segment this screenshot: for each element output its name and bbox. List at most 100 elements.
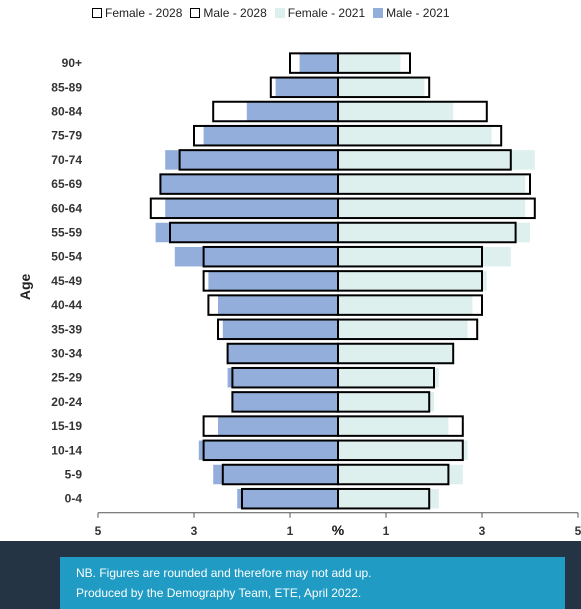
legend-label-female-2028: Female - 2028 <box>105 6 183 20</box>
bar-male-2028-40-44 <box>207 294 339 316</box>
x-tick-label-4: 3 <box>479 524 486 538</box>
footer-band: NB. Figures are rounded and therefore ma… <box>0 541 581 609</box>
bar-male-2028-75-79 <box>193 124 339 147</box>
bar-female-2021-10-14 <box>338 440 468 461</box>
y-tick-label-30-34: 30-34 <box>51 347 82 361</box>
note-line-2: Produced by the Demography Team, ETE, Ap… <box>76 586 362 600</box>
y-tick-label-60-64: 60-64 <box>51 201 82 215</box>
legend-swatch-male-2021 <box>373 8 384 18</box>
bar-male-2021-0-4 <box>237 488 338 509</box>
bar-male-2021-10-14 <box>198 440 338 461</box>
bar-male-2021-35-39 <box>222 319 338 340</box>
bar-male-2021-70-74 <box>165 150 338 170</box>
bar-female-2021-15-19 <box>338 416 449 436</box>
bar-male-2021-80-84 <box>246 101 338 122</box>
bar-male-2028-55-59 <box>169 221 339 244</box>
legend-label-male-2028: Male - 2028 <box>203 6 267 20</box>
note-box: NB. Figures are rounded and therefore ma… <box>60 557 565 609</box>
legend-swatch-female-2021 <box>274 8 285 18</box>
x-tick-label-1: 3 <box>191 524 198 538</box>
bar-female-2021-30-34 <box>338 343 454 364</box>
bar-male-2028-20-24 <box>231 391 339 413</box>
y-tick-label-40-44: 40-44 <box>51 298 82 312</box>
y-tick-label-25-29: 25-29 <box>51 371 82 385</box>
bar-male-2021-50-54 <box>174 246 338 267</box>
legend-item-female-2028: Female - 2028 <box>92 6 182 20</box>
y-tick-label-50-54: 50-54 <box>51 250 82 264</box>
bar-female-2021-5-9 <box>338 464 463 485</box>
bar-male-2028-0-4 <box>241 487 339 510</box>
x-tick-label-5: 5 <box>575 524 581 538</box>
bar-male-2028-45-49 <box>202 270 339 292</box>
y-tick-label-85-89: 85-89 <box>51 80 82 94</box>
bar-female-2021-0-4 <box>338 488 439 509</box>
y-tick-label-75-79: 75-79 <box>51 129 82 143</box>
bar-male-2021-5-9 <box>213 464 338 485</box>
bar-male-2021-60-64 <box>165 198 338 219</box>
bar-female-2021-50-54 <box>338 246 511 267</box>
legend-swatch-female-2028 <box>92 8 102 18</box>
chart-legend: Female - 2028 Male - 2028 Female - 2021 … <box>92 6 450 20</box>
bar-male-2028-15-19 <box>202 415 339 437</box>
bar-male-2028-85-89 <box>269 76 339 99</box>
y-axis-title: Age <box>17 273 33 300</box>
legend-label-male-2021: Male - 2021 <box>386 6 450 20</box>
y-tick-label-65-69: 65-69 <box>51 177 82 191</box>
bar-male-2028-80-84 <box>212 100 339 123</box>
y-tick-label-45-49: 45-49 <box>51 274 82 288</box>
x-axis-title: % <box>332 522 345 538</box>
bar-male-2021-45-49 <box>208 271 338 291</box>
bar-male-2021-90plus <box>299 53 338 73</box>
bar-male-2021-25-29 <box>227 367 338 388</box>
bar-female-2021-45-49 <box>338 271 487 291</box>
bar-female-2021-65-69 <box>338 174 526 194</box>
bar-female-2021-35-39 <box>338 319 468 340</box>
x-tick-label-0: 5 <box>95 524 102 538</box>
legend-item-male-2021: Male - 2021 <box>373 6 450 20</box>
bar-female-2021-70-74 <box>338 150 535 170</box>
y-tick-label-80-84: 80-84 <box>51 105 82 119</box>
bar-male-2028-50-54 <box>202 245 339 268</box>
population-pyramid-chart: 90+85-8980-8475-7970-7465-6960-6455-5950… <box>17 52 581 538</box>
bar-male-2028-60-64 <box>149 197 339 220</box>
legend-swatch-male-2028 <box>190 8 201 18</box>
x-tick-label-3: 1 <box>383 524 390 538</box>
y-tick-label-0-4: 0-4 <box>65 492 83 506</box>
bar-female-2021-80-84 <box>338 101 454 122</box>
bar-male-2021-40-44 <box>218 295 338 315</box>
bar-male-2021-30-34 <box>227 343 338 364</box>
bar-female-2021-40-44 <box>338 295 473 315</box>
y-tick-label-35-39: 35-39 <box>51 322 82 336</box>
y-tick-label-10-14: 10-14 <box>51 443 82 457</box>
bar-male-2021-75-79 <box>203 125 338 146</box>
bar-male-2021-85-89 <box>275 77 338 98</box>
x-tick-label-2: 1 <box>287 524 294 538</box>
y-tick-label-15-19: 15-19 <box>51 419 82 433</box>
bar-male-2021-15-19 <box>218 416 338 436</box>
bar-male-2028-10-14 <box>202 439 339 462</box>
bar-female-2021-55-59 <box>338 222 530 243</box>
bar-male-2028-5-9 <box>221 463 339 486</box>
bar-male-2028-35-39 <box>217 318 339 341</box>
y-tick-label-5-9: 5-9 <box>65 468 83 482</box>
legend-label-female-2021: Female - 2021 <box>287 6 366 20</box>
bar-male-2028-30-34 <box>226 342 340 365</box>
y-tick-label-20-24: 20-24 <box>51 395 82 409</box>
legend-item-male-2028: Male - 2028 <box>190 6 267 20</box>
bar-male-2028-70-74 <box>178 149 339 171</box>
legend-item-female-2021: Female - 2021 <box>274 6 366 20</box>
y-tick-label-90plus: 90+ <box>62 56 82 70</box>
bar-female-2021-25-29 <box>338 367 439 388</box>
y-tick-label-55-59: 55-59 <box>51 226 82 240</box>
bar-female-2021-60-64 <box>338 198 526 219</box>
bar-female-2021-85-89 <box>338 77 425 98</box>
bar-male-2028-65-69 <box>159 173 339 195</box>
bar-male-2028-90plus <box>289 52 339 74</box>
bar-female-2021-20-24 <box>338 392 434 412</box>
bar-female-2021-75-79 <box>338 125 492 146</box>
note-line-1: NB. Figures are rounded and therefore ma… <box>76 566 372 580</box>
bar-male-2021-20-24 <box>232 392 338 412</box>
bar-male-2021-65-69 <box>160 174 338 194</box>
y-tick-label-70-74: 70-74 <box>51 153 82 167</box>
bar-female-2021-90plus <box>338 53 401 73</box>
